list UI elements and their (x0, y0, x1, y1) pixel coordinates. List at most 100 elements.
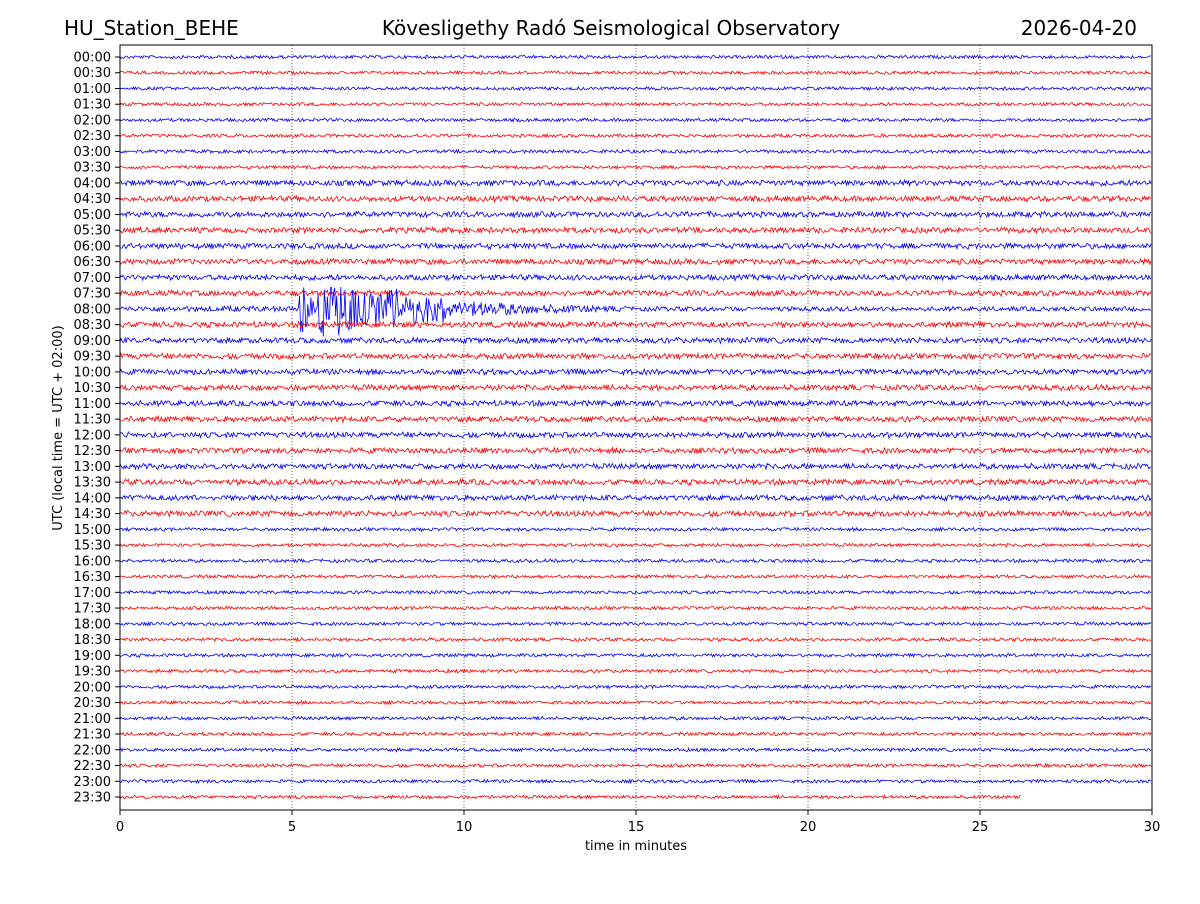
trace-1830 (119, 636, 1152, 643)
y-tick-label: 03:00 (74, 145, 111, 160)
y-tick-label: 13:00 (74, 460, 111, 475)
y-tick-label: 18:00 (74, 617, 111, 632)
y-tick-label: 07:30 (74, 287, 111, 302)
trace-1000 (119, 367, 1152, 377)
y-tick-label: 19:00 (74, 649, 111, 664)
trace-1900 (119, 652, 1152, 659)
y-tick-label: 17:30 (74, 602, 111, 617)
y-tick-label: 04:30 (74, 192, 111, 207)
y-tick-label: 22:00 (74, 743, 111, 758)
trace-1700 (119, 589, 1152, 596)
trace-0200 (119, 117, 1152, 123)
trace-1300 (119, 461, 1152, 471)
trace-0630 (119, 257, 1152, 266)
y-tick-label: 00:00 (74, 51, 111, 66)
y-tick-label: 16:00 (74, 554, 111, 569)
y-tick-label: 01:30 (74, 98, 111, 113)
trace-2130 (119, 731, 1152, 737)
trace-0330 (119, 164, 1152, 171)
y-tick-label: 23:30 (74, 791, 111, 806)
trace-1400 (119, 493, 1152, 503)
x-tick-label: 20 (800, 820, 817, 835)
y-tick-label: 14:30 (74, 507, 111, 522)
trace-0230 (119, 132, 1152, 139)
y-tick-label: 21:00 (74, 712, 111, 727)
trace-0830 (119, 320, 1152, 330)
x-tick-label: 10 (456, 820, 473, 835)
trace-0300 (119, 148, 1152, 155)
trace-0700 (119, 273, 1152, 282)
y-tick-label: 03:30 (74, 161, 111, 176)
trace-2000 (119, 683, 1152, 690)
trace-1630 (119, 573, 1152, 580)
trace-2100 (119, 715, 1152, 722)
trace-0000 (119, 54, 1152, 60)
y-tick-label: 13:30 (74, 476, 111, 491)
trace-0530 (119, 225, 1152, 235)
trace-0100 (119, 85, 1152, 92)
x-axis-label: time in minutes (585, 839, 687, 854)
x-tick-label: 0 (116, 820, 124, 835)
y-tick-label: 12:00 (74, 428, 111, 443)
trace-1230 (119, 446, 1152, 455)
trace-0430 (119, 194, 1152, 204)
y-tick-label: 06:00 (74, 239, 111, 254)
y-tick-label: 21:30 (74, 728, 111, 743)
observatory-title: Kövesligethy Radó Seismological Observat… (382, 16, 840, 40)
grid-lines (291, 45, 981, 810)
trace-1200 (119, 430, 1152, 440)
y-tick-label: 11:00 (74, 397, 111, 412)
y-tick-label: 08:00 (74, 302, 111, 317)
trace-1730 (119, 605, 1152, 611)
trace-1530 (119, 542, 1152, 548)
trace-0130 (119, 101, 1152, 108)
trace-0600 (119, 241, 1152, 251)
y-tick-label: 22:30 (74, 759, 111, 774)
trace-1330 (119, 477, 1152, 487)
y-tick-label: 01:00 (74, 82, 111, 97)
x-tick-label: 30 (1144, 820, 1161, 835)
trace-1030 (119, 383, 1152, 392)
y-tick-label: 10:00 (74, 365, 111, 380)
y-tick-label: 08:30 (74, 318, 111, 333)
trace-0930 (119, 351, 1152, 361)
x-tick-label: 5 (288, 820, 296, 835)
y-tick-label: 07:00 (74, 271, 111, 286)
y-tick-label: 16:30 (74, 570, 111, 585)
trace-0800 (119, 287, 1152, 337)
y-tick-label: 14:00 (74, 491, 111, 506)
y-tick-label: 17:00 (74, 586, 111, 601)
trace-1930 (119, 668, 1152, 674)
y-tick-label: 20:30 (74, 696, 111, 711)
y-axis-label: UTC (local time = UTC + 02:00) (51, 325, 66, 530)
y-tick-label: 09:30 (74, 350, 111, 365)
y-tick-label: 23:00 (74, 775, 111, 790)
y-tick-label: 12:30 (74, 444, 111, 459)
y-tick-label: 19:30 (74, 665, 111, 680)
y-tick-label: 15:00 (74, 523, 111, 538)
y-tick-label: 02:30 (74, 129, 111, 144)
y-tick-label: 09:00 (74, 334, 111, 349)
trace-0730 (119, 288, 1152, 298)
y-tick-label: 00:30 (74, 66, 111, 81)
trace-1430 (119, 509, 1152, 518)
y-tick-label: 11:30 (74, 413, 111, 428)
trace-0400 (119, 178, 1152, 188)
y-tick-label: 06:30 (74, 255, 111, 270)
x-tick-label: 25 (972, 820, 989, 835)
traces (119, 54, 1152, 800)
y-tick-label: 18:30 (74, 633, 111, 648)
trace-0900 (119, 336, 1152, 345)
y-tick-label: 20:00 (74, 680, 111, 695)
x-tick-label: 15 (628, 820, 645, 835)
x-ticks: 0 5 10 15 20 25 30 (116, 810, 1160, 835)
trace-2330 (119, 794, 1021, 800)
trace-1130 (120, 414, 1152, 424)
trace-1600 (120, 557, 1152, 564)
trace-0500 (119, 210, 1152, 219)
y-ticks: 00:0000:3001:0001:3002:0002:3003:0003:30… (74, 51, 120, 806)
y-tick-label: 05:00 (74, 208, 111, 223)
trace-1500 (119, 526, 1152, 533)
y-tick-label: 05:30 (74, 224, 111, 239)
